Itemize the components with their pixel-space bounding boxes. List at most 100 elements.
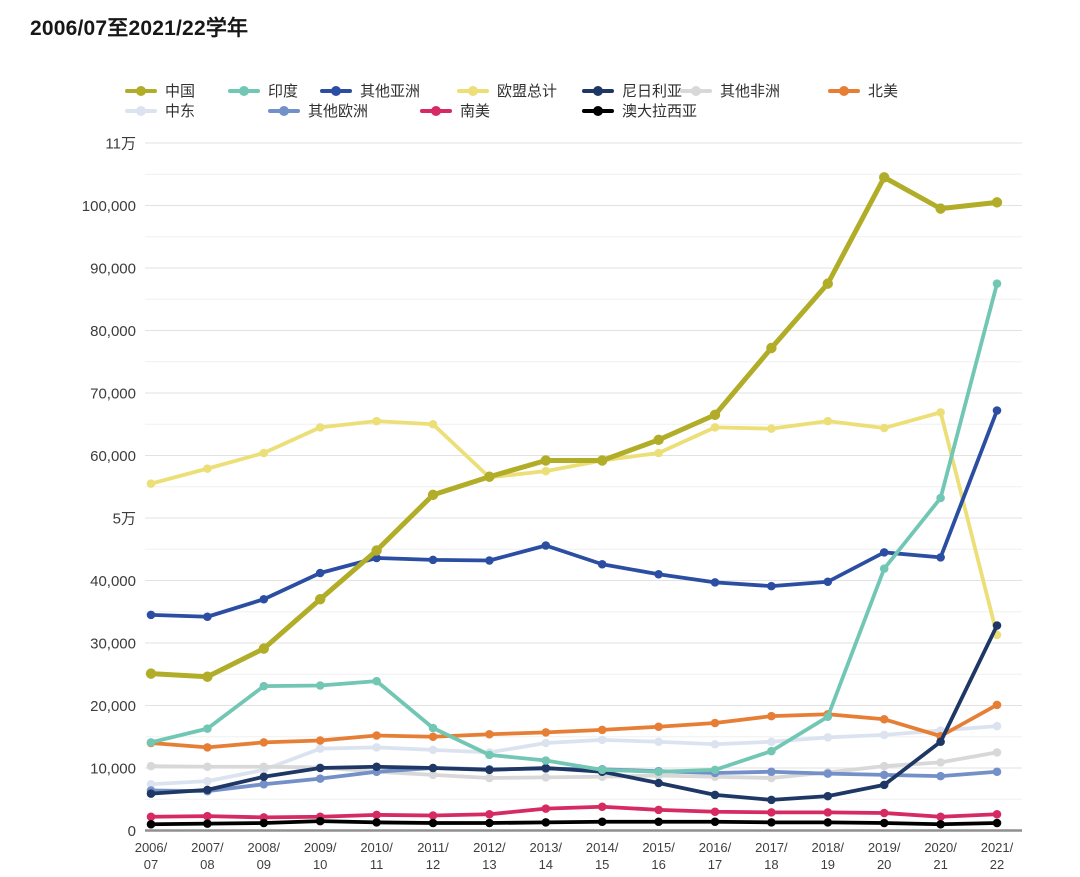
data-point-other-africa [259, 762, 269, 772]
x-tick-label: 2012/ [473, 840, 506, 855]
data-point-nigeria [710, 790, 720, 800]
data-point-australasia [146, 819, 156, 829]
data-point-india [879, 564, 889, 573]
data-point-middle-east [879, 730, 889, 740]
legend-item-other-asia[interactable]: 其他亚洲 [320, 80, 420, 101]
x-tick-label: 2010/ [360, 840, 393, 855]
data-point-eu-total [767, 424, 776, 433]
data-point-australasia [428, 818, 438, 828]
data-point-nigeria [936, 737, 945, 747]
data-point-other-asia [823, 577, 833, 587]
data-point-australasia [936, 819, 945, 829]
data-point-north-america [485, 729, 494, 739]
data-point-china [145, 668, 157, 679]
data-point-india [428, 723, 438, 733]
data-point-eu-total [203, 464, 212, 473]
data-point-eu-total [823, 416, 833, 426]
data-point-south-america [654, 805, 663, 815]
data-point-other-africa [428, 770, 438, 780]
data-point-other-asia [146, 610, 156, 620]
series-path-nigeria [149, 623, 999, 802]
legend-item-other-africa[interactable]: 其他非洲 [680, 80, 780, 101]
gridlines [145, 142, 1022, 832]
data-point-middle-east [767, 737, 776, 747]
legend-label-other-europe: 其他欧洲 [308, 103, 369, 120]
data-point-south-america [372, 810, 381, 820]
data-point-south-america [203, 811, 212, 821]
data-point-south-america [710, 807, 720, 817]
legend-item-eu-total[interactable]: 欧盟总计 [457, 80, 557, 101]
data-point-china [653, 434, 664, 446]
x-tick-label: 17 [708, 857, 722, 872]
legend-swatch-other-africa [680, 85, 712, 97]
data-point-middle-east [992, 721, 1002, 731]
legend-item-australasia[interactable]: 澳大拉西亚 [582, 100, 697, 121]
data-point-other-europe [936, 771, 945, 781]
data-point-other-africa [879, 761, 889, 771]
data-point-eu-total [259, 448, 269, 458]
data-point-north-america [710, 718, 720, 728]
x-tick-label: 2020/ [924, 840, 957, 855]
series-line-australasia [146, 816, 1002, 829]
data-point-china [991, 197, 1003, 208]
chart-title: 2006/07至2021/22学年 [30, 17, 249, 40]
data-point-australasia [992, 818, 1002, 828]
y-tick-label: 80,000 [90, 323, 136, 340]
series-path-china [148, 174, 1000, 680]
data-point-nigeria [541, 763, 551, 773]
data-point-nigeria [485, 765, 494, 775]
series-path-other-africa [149, 750, 999, 780]
data-point-nigeria [315, 763, 325, 773]
series-path-india [149, 281, 999, 774]
x-tick-label: 14 [539, 857, 553, 872]
data-point-eu-total [936, 408, 945, 417]
series-line-north-america [146, 700, 1002, 752]
legend-item-middle-east[interactable]: 中东 [125, 100, 195, 121]
x-tick-label: 15 [595, 857, 609, 872]
data-point-other-africa [203, 762, 212, 772]
legend-item-south-america[interactable]: 南美 [420, 100, 490, 121]
data-point-nigeria [992, 621, 1002, 630]
y-tick-label: 0 [128, 823, 136, 840]
legend-item-india[interactable]: 印度 [228, 80, 298, 101]
data-point-china [822, 278, 833, 289]
data-point-north-america [203, 743, 212, 752]
data-point-australasia [259, 818, 269, 828]
data-point-other-europe [315, 774, 325, 783]
legend-label-india: 印度 [268, 83, 299, 100]
data-point-other-asia [992, 406, 1002, 415]
data-point-south-america [485, 809, 494, 819]
legend-item-nigeria[interactable]: 尼日利亚 [582, 80, 682, 101]
data-point-china [484, 471, 495, 482]
data-point-eu-total [315, 423, 325, 432]
x-tick-label: 2011/ [417, 840, 449, 855]
data-point-other-europe [767, 767, 776, 777]
x-tick-label: 13 [482, 857, 496, 872]
data-point-middle-east [541, 738, 551, 748]
data-point-eu-total [654, 448, 663, 458]
data-point-south-america [597, 802, 607, 812]
data-point-nigeria [428, 763, 438, 773]
x-axis-labels: 2006/07 2007/08 2008/09 2009/10 2010/11 2011/… [135, 840, 1014, 872]
y-tick-label: 60,000 [90, 448, 136, 465]
legend-item-north-america[interactable]: 北美 [828, 80, 898, 101]
data-point-india [259, 681, 269, 691]
data-point-china [766, 342, 777, 354]
data-point-middle-east [428, 745, 438, 755]
data-point-other-africa [485, 773, 494, 783]
x-tick-label: 2018/ [812, 840, 845, 855]
data-point-other-asia [315, 568, 325, 578]
legend-label-south-america: 南美 [460, 103, 491, 120]
legend-item-other-europe[interactable]: 其他欧洲 [268, 100, 368, 121]
legend-item-china[interactable]: 中国 [125, 80, 195, 101]
data-point-india [315, 681, 325, 690]
data-point-china [427, 489, 439, 501]
x-tick-label: 12 [426, 857, 440, 872]
series-line-other-asia [146, 406, 1002, 622]
data-point-australasia [541, 818, 551, 827]
x-tick-label: 2006/ [135, 840, 168, 855]
data-point-india [146, 738, 156, 747]
data-point-middle-east [654, 737, 663, 747]
x-tick-label: 2014/ [586, 840, 619, 855]
